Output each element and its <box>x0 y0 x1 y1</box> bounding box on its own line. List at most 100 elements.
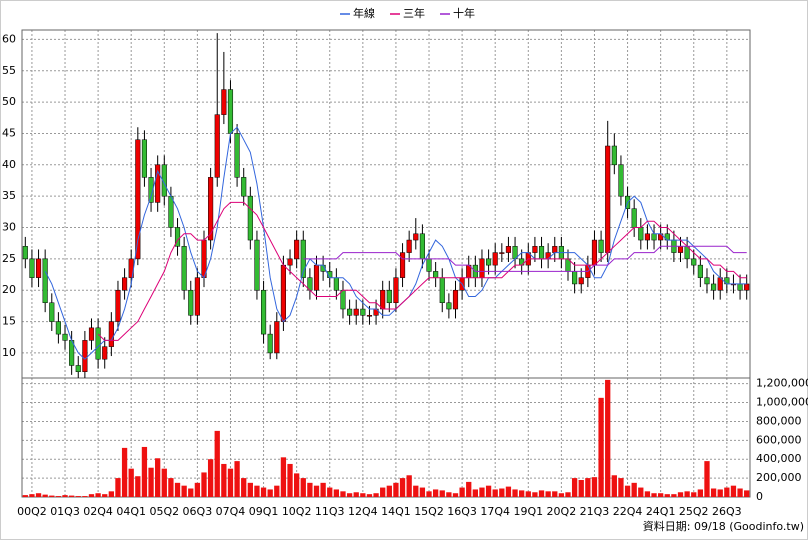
volume-bar <box>677 492 684 497</box>
candle-body <box>95 327 101 360</box>
volume-bar <box>115 478 121 497</box>
volume-bar <box>313 485 320 497</box>
candle-body <box>241 177 247 197</box>
volume-bar <box>624 485 631 497</box>
candle-body <box>88 327 95 341</box>
volume-bar <box>49 495 55 497</box>
candle-body <box>122 277 128 291</box>
candle-body <box>102 346 108 360</box>
volume-bar <box>135 476 141 497</box>
volume-bar <box>638 487 644 497</box>
y-tick-label: 10 <box>2 346 16 359</box>
volume-bar <box>505 486 512 497</box>
ma-line <box>97 201 747 341</box>
candle-body <box>744 283 750 291</box>
candle-body <box>208 177 214 241</box>
volume-bar <box>545 491 551 497</box>
volume-bar <box>538 490 545 497</box>
volume-bar <box>366 494 373 497</box>
volume-bar <box>466 481 472 497</box>
volume-bar <box>472 489 478 497</box>
volume-bar <box>121 447 128 497</box>
volume-bar <box>664 494 670 497</box>
volume-bar <box>585 478 591 497</box>
y-tick-label: 45 <box>2 126 16 139</box>
candle-body <box>280 264 286 322</box>
volume-bar <box>479 487 485 497</box>
x-tick-label: 14Q1 <box>381 505 411 518</box>
candle-body <box>638 227 644 241</box>
candle-body <box>505 246 512 253</box>
candle-body <box>333 277 339 291</box>
candle-body <box>62 333 68 341</box>
x-tick-label: 00Q2 <box>17 505 47 518</box>
volume-bar <box>55 496 62 497</box>
candle-body <box>214 114 220 178</box>
candle-body <box>479 258 485 278</box>
legend-label: 三年 <box>403 6 425 20</box>
x-tick-label: 04Q1 <box>116 505 146 518</box>
candle-body <box>419 233 425 260</box>
volume-bar <box>717 489 723 497</box>
volume-bar <box>141 446 148 497</box>
volume-bar <box>393 482 399 497</box>
candle-body <box>532 246 538 253</box>
volume-bar <box>730 485 737 497</box>
volume-bar <box>68 495 75 497</box>
x-tick-label: 12Q4 <box>348 505 378 518</box>
volume-bar <box>294 473 300 497</box>
volume-bar <box>280 457 287 497</box>
volume-bar <box>62 495 68 497</box>
x-tick-label: 24Q1 <box>646 505 676 518</box>
candle-body <box>75 365 81 372</box>
volume-bar <box>320 482 326 497</box>
candle-body <box>174 227 181 247</box>
y2-tick-label: 0 <box>756 490 763 503</box>
candle-body <box>221 89 227 115</box>
volume-bar <box>432 489 439 497</box>
candle-body <box>155 164 161 203</box>
volume-bar <box>684 491 690 497</box>
candle-body <box>433 271 439 278</box>
volume-bar <box>181 485 187 497</box>
volume-bar <box>75 496 81 497</box>
volume-bar <box>82 496 88 497</box>
volume-bar <box>128 468 134 497</box>
volume-bar <box>724 487 730 497</box>
volume-bar <box>227 468 234 497</box>
candle-body <box>108 321 114 347</box>
candle-body <box>35 258 42 278</box>
candle-body <box>644 233 650 241</box>
volume-bar <box>340 491 346 497</box>
volume-bar <box>221 463 227 497</box>
volume-bar <box>241 478 247 497</box>
legend-label: 年線 <box>353 6 375 20</box>
x-tick-label: 11Q3 <box>315 505 345 518</box>
volume-bar <box>95 493 101 497</box>
candle-body <box>538 246 545 260</box>
y-tick-label: 15 <box>2 315 16 328</box>
candle-body <box>386 289 392 304</box>
volume-bar <box>552 491 558 497</box>
x-tick-label: 09Q1 <box>249 505 279 518</box>
y2-tick-label: 400,000 <box>756 452 802 465</box>
candle-body <box>49 302 55 322</box>
y-tick-label: 55 <box>2 64 16 77</box>
candle-body <box>399 252 406 278</box>
volume-bar <box>406 475 412 497</box>
volume-bar <box>102 494 108 497</box>
volume-bar <box>247 482 253 497</box>
volume-bar <box>512 489 518 497</box>
y-tick-label: 35 <box>2 189 16 202</box>
volume-bar <box>254 485 260 497</box>
volume-bar <box>346 493 353 497</box>
candle-body <box>406 239 412 253</box>
volume-bar <box>658 493 664 497</box>
volume-bar <box>267 489 273 497</box>
volume-bar <box>360 493 366 497</box>
volume-bar <box>22 495 28 497</box>
candle-body <box>446 302 452 310</box>
x-tick-label: 19Q1 <box>513 505 543 518</box>
volume-bar <box>201 472 207 497</box>
